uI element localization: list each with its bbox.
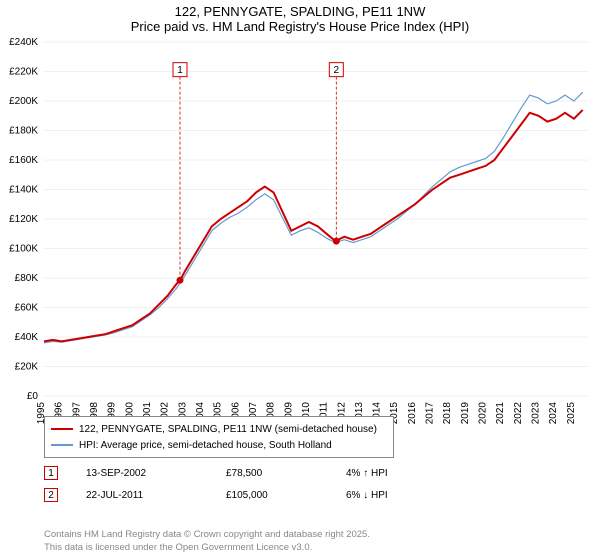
transaction-markers: 12 [173, 63, 343, 284]
svg-text:£240K: £240K [9, 37, 38, 48]
svg-text:£140K: £140K [9, 185, 38, 196]
svg-text:2020: 2020 [478, 402, 489, 425]
chart-plot-area: £0£20K£40K£60K£80K£100K£120K£140K£160K£1… [44, 42, 588, 396]
title-block: 122, PENNYGATE, SPALDING, PE11 1NW Price… [0, 0, 600, 36]
svg-text:2019: 2019 [460, 402, 471, 425]
footer-attribution: Contains HM Land Registry data © Crown c… [44, 529, 370, 554]
transactions-table: 1 13-SEP-2002 £78,500 4% ↑ HPI 2 22-JUL-… [44, 462, 564, 506]
series-hpi-line [44, 92, 583, 343]
y-axis-ticks: £0 £20K £40K £60K £80K £100K £120K £140K £160K £1… [9, 37, 38, 402]
svg-text:2021: 2021 [495, 402, 506, 425]
svg-text:£40K: £40K [15, 332, 39, 343]
legend-swatch-red [51, 428, 73, 431]
svg-text:2022: 2022 [513, 402, 524, 425]
footer-line1: Contains HM Land Registry data © Crown c… [44, 529, 370, 541]
svg-text:£200K: £200K [9, 96, 38, 107]
svg-text:£220K: £220K [9, 67, 38, 78]
transaction-date: 22-JUL-2011 [86, 490, 226, 501]
legend-label-property: 122, PENNYGATE, SPALDING, PE11 1NW (semi… [79, 424, 377, 435]
chart-container: 122, PENNYGATE, SPALDING, PE11 1NW Price… [0, 0, 600, 560]
legend-swatch-blue [51, 444, 73, 446]
svg-text:£20K: £20K [15, 362, 39, 373]
svg-text:£180K: £180K [9, 126, 38, 137]
transaction-number-box: 2 [44, 488, 58, 502]
series-property-line [44, 110, 583, 342]
footer-line2: This data is licensed under the Open Gov… [44, 542, 370, 554]
svg-text:£100K: £100K [9, 244, 38, 255]
transaction-date: 13-SEP-2002 [86, 468, 226, 479]
svg-text:2: 2 [334, 65, 340, 76]
transaction-delta: 6% ↓ HPI [346, 490, 466, 501]
transaction-delta: 4% ↑ HPI [346, 468, 466, 479]
svg-text:2017: 2017 [425, 402, 436, 425]
transaction-price: £105,000 [226, 490, 346, 501]
title-address: 122, PENNYGATE, SPALDING, PE11 1NW [0, 4, 600, 19]
transaction-row: 1 13-SEP-2002 £78,500 4% ↑ HPI [44, 462, 564, 484]
legend-box: 122, PENNYGATE, SPALDING, PE11 1NW (semi… [44, 416, 394, 458]
svg-text:1: 1 [177, 65, 183, 76]
transaction-number-box: 1 [44, 466, 58, 480]
svg-text:£0: £0 [27, 391, 39, 402]
marker-drop-lines [180, 77, 336, 281]
legend-row-property: 122, PENNYGATE, SPALDING, PE11 1NW (semi… [51, 421, 387, 437]
svg-text:£80K: £80K [15, 273, 39, 284]
chart-svg: £0£20K£40K£60K£80K£100K£120K£140K£160K£1… [44, 42, 588, 396]
legend-row-hpi: HPI: Average price, semi-detached house,… [51, 437, 387, 453]
transaction-price: £78,500 [226, 468, 346, 479]
svg-text:2025: 2025 [566, 402, 577, 425]
svg-text:2024: 2024 [548, 402, 559, 425]
svg-text:£120K: £120K [9, 214, 38, 225]
transaction-row: 2 22-JUL-2011 £105,000 6% ↓ HPI [44, 484, 564, 506]
title-subtitle: Price paid vs. HM Land Registry's House … [0, 19, 600, 34]
svg-text:£160K: £160K [9, 155, 38, 166]
svg-text:2018: 2018 [442, 402, 453, 425]
svg-text:2023: 2023 [531, 402, 542, 425]
legend-label-hpi: HPI: Average price, semi-detached house,… [79, 440, 332, 451]
svg-text:£60K: £60K [15, 303, 39, 314]
svg-text:2016: 2016 [407, 402, 418, 425]
y-gridlines [44, 42, 588, 396]
